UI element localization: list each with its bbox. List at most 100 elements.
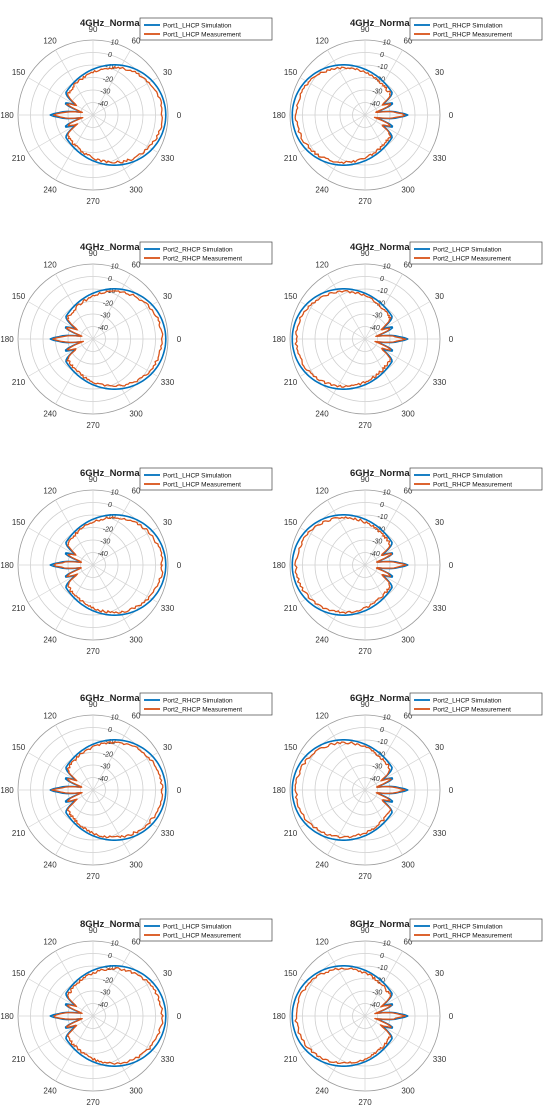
legend-box bbox=[139, 467, 273, 491]
legend-entry: Port1_RHCP Simulation bbox=[433, 924, 503, 931]
angle-tick-label: 240 bbox=[43, 1086, 57, 1095]
grid-spoke bbox=[27, 77, 94, 116]
legend-entry: Port1_RHCP Measurement bbox=[433, 933, 512, 940]
radial-tick-label: -20 bbox=[103, 76, 113, 83]
angle-tick-label: 0 bbox=[449, 786, 454, 795]
radial-tick-label: 10 bbox=[111, 941, 119, 948]
grid-spoke bbox=[92, 978, 159, 1017]
angle-tick-label: 120 bbox=[43, 712, 57, 721]
series-line-1 bbox=[291, 288, 409, 390]
legend-entry: Port2_RHCP Measurement bbox=[163, 707, 242, 714]
angle-tick-label: 90 bbox=[361, 475, 370, 484]
radial-tick-label: -30 bbox=[100, 990, 110, 997]
grid-spoke bbox=[327, 1015, 366, 1082]
grid-spoke bbox=[92, 564, 131, 631]
grid-spoke bbox=[364, 789, 431, 828]
grid-spoke bbox=[327, 49, 366, 116]
angle-tick-label: 330 bbox=[433, 829, 447, 838]
angle-tick-label: 60 bbox=[404, 712, 413, 721]
angle-tick-label: 0 bbox=[449, 561, 454, 570]
radial-tick-label: 0 bbox=[380, 52, 384, 59]
angle-tick-label: 120 bbox=[43, 261, 57, 270]
radial-tick-label: -10 bbox=[377, 514, 387, 521]
legend-entry: Port1_RHCP Measurement bbox=[433, 32, 512, 39]
angle-tick-label: 240 bbox=[315, 185, 329, 194]
series-line-1 bbox=[49, 739, 167, 841]
grid-spoke bbox=[299, 789, 366, 828]
angle-tick-label: 0 bbox=[449, 335, 454, 344]
legend-box bbox=[409, 17, 543, 41]
grid-spoke bbox=[299, 301, 366, 340]
legend-entry: Port2_LHCP Simulation bbox=[433, 247, 502, 254]
angle-tick-label: 300 bbox=[129, 1086, 143, 1095]
radial-tick-label: -20 bbox=[103, 526, 113, 533]
angle-tick-label: 150 bbox=[284, 518, 298, 527]
grid-spoke bbox=[27, 564, 94, 603]
angle-tick-label: 330 bbox=[161, 829, 175, 838]
angle-tick-label: 210 bbox=[284, 604, 298, 613]
grid-spoke bbox=[92, 1015, 159, 1054]
radial-tick-label: -30 bbox=[372, 764, 382, 771]
legend-box bbox=[139, 692, 273, 716]
angle-tick-label: 240 bbox=[43, 185, 57, 194]
polar-chart-7: 6GHz_Normalized patterns9060300330300270… bbox=[0, 692, 273, 881]
angle-tick-label: 150 bbox=[284, 292, 298, 301]
series-line-1 bbox=[49, 965, 167, 1067]
radial-tick-label: -30 bbox=[372, 313, 382, 320]
grid-spoke bbox=[92, 564, 159, 603]
angle-tick-label: 210 bbox=[12, 154, 26, 163]
legend-box bbox=[409, 692, 543, 716]
angle-tick-label: 210 bbox=[12, 378, 26, 387]
angle-tick-label: 120 bbox=[43, 938, 57, 947]
angle-tick-label: 150 bbox=[12, 68, 26, 77]
legend-entry: Port2_LHCP Measurement bbox=[433, 256, 511, 263]
grid-spoke bbox=[27, 114, 94, 153]
grid-spoke bbox=[92, 114, 159, 153]
grid-spoke bbox=[327, 338, 366, 405]
angle-tick-label: 60 bbox=[404, 938, 413, 947]
legend-entry: Port2_RHCP Measurement bbox=[163, 256, 242, 263]
radial-tick-label: 0 bbox=[380, 953, 384, 960]
angle-tick-label: 300 bbox=[401, 860, 415, 869]
angle-tick-label: 120 bbox=[315, 37, 329, 46]
radial-tick-label: 10 bbox=[383, 941, 391, 948]
angle-tick-label: 330 bbox=[161, 378, 175, 387]
radial-tick-label: 10 bbox=[111, 490, 119, 497]
angle-tick-label: 150 bbox=[12, 292, 26, 301]
angle-tick-label: 240 bbox=[43, 860, 57, 869]
grid-spoke bbox=[299, 77, 366, 116]
legend: Port1_RHCP Simulation Port1_RHCP Measurem… bbox=[409, 918, 543, 942]
radial-tick-label: -20 bbox=[375, 300, 385, 307]
radial-tick-label: -40 bbox=[98, 325, 108, 332]
grid-spoke bbox=[364, 338, 431, 377]
polar-chart-4: 4GHz_Normalized patterns9060300330300270… bbox=[272, 241, 543, 430]
angle-tick-label: 180 bbox=[272, 111, 286, 120]
polar-chart-1: 4GHz_Normalized patterns9060300330300270… bbox=[0, 17, 273, 206]
angle-tick-label: 270 bbox=[358, 872, 372, 881]
series-line-1 bbox=[291, 514, 409, 616]
radial-tick-label: -30 bbox=[372, 990, 382, 997]
grid-spoke bbox=[299, 564, 366, 603]
angle-tick-label: 120 bbox=[315, 261, 329, 270]
angle-tick-label: 330 bbox=[161, 1055, 175, 1064]
legend-box bbox=[409, 241, 543, 265]
series-line-2 bbox=[52, 290, 164, 388]
angle-tick-label: 180 bbox=[0, 561, 14, 570]
polar-chart-9: 8GHz_Normalized patterns9060300330300270… bbox=[0, 918, 273, 1107]
angle-tick-label: 120 bbox=[43, 37, 57, 46]
angle-tick-label: 180 bbox=[0, 786, 14, 795]
legend: Port2_LHCP Simulation Port2_LHCP Measurem… bbox=[409, 241, 543, 265]
radial-tick-label: -20 bbox=[103, 977, 113, 984]
angle-tick-label: 180 bbox=[0, 1012, 14, 1021]
angle-tick-label: 300 bbox=[401, 185, 415, 194]
angle-tick-label: 270 bbox=[86, 421, 100, 430]
grid-spoke bbox=[92, 789, 131, 856]
radial-tick-label: -20 bbox=[375, 76, 385, 83]
angle-tick-label: 270 bbox=[358, 1098, 372, 1107]
legend: Port2_RHCP Simulation Port2_RHCP Measurem… bbox=[139, 241, 273, 265]
radial-tick-label: 10 bbox=[111, 715, 119, 722]
angle-tick-label: 60 bbox=[132, 712, 141, 721]
angle-tick-label: 210 bbox=[284, 378, 298, 387]
angle-tick-label: 270 bbox=[358, 197, 372, 206]
grid-spoke bbox=[27, 301, 94, 340]
